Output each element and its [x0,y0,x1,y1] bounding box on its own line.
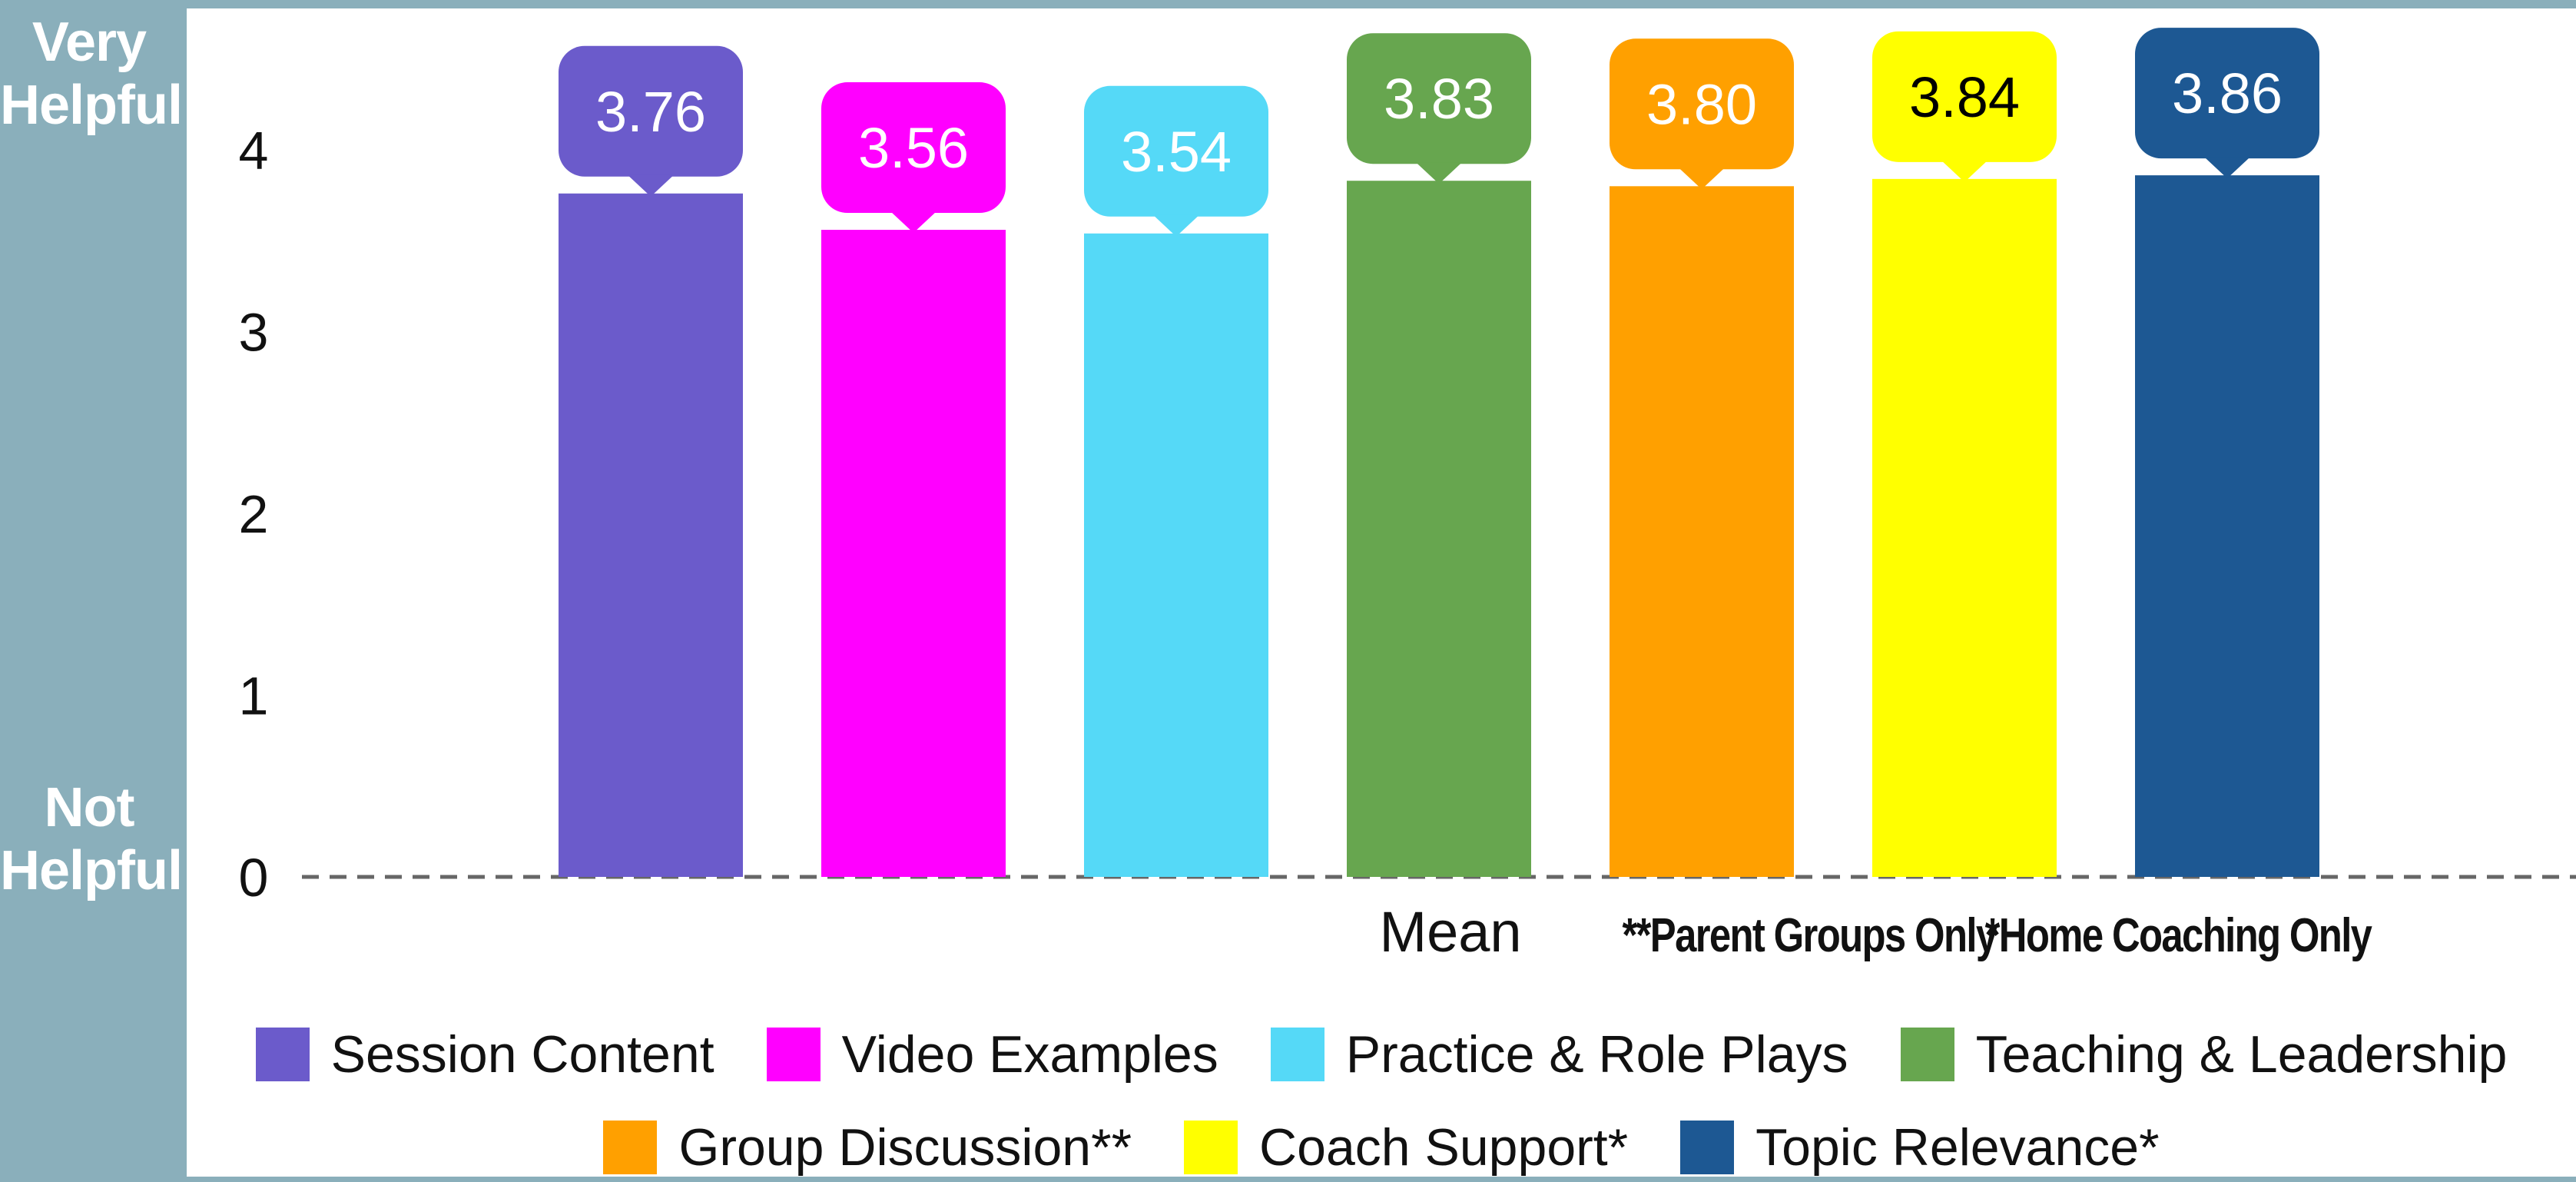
legend-swatch [1900,1028,1954,1081]
bar [559,193,743,877]
data-label-bubble [559,45,743,177]
legend-swatch [603,1121,658,1174]
bar [1084,233,1268,877]
y-axis-top-label: Very Helpful [0,12,183,136]
y-axis-bottom-label: Not Helpful [0,777,183,901]
data-label: 3.80 [1646,72,1757,136]
legend-row-1: Session Content Video Examples Practice & … [187,1020,2576,1089]
data-label-bubble [2135,28,2319,159]
data-label-bubble [1347,33,1531,164]
bar [1872,178,2057,878]
data-label-pointer [890,211,937,234]
bar [1347,181,1531,877]
legend-label: Group Discussion** [678,1118,1132,1177]
y-tick-label: 0 [239,848,269,908]
x-annotation: *Home Coaching Only [1985,909,2373,962]
legend-item: Topic Relevance* [1680,1117,2160,1177]
legend-item: Teaching & Leadership [1900,1024,2508,1084]
legend-label: Coach Support* [1259,1118,1629,1177]
data-label: 3.54 [1121,120,1232,184]
y-tick-label: 4 [239,121,269,181]
data-label: 3.76 [595,80,706,144]
data-label-bubble [1084,85,1268,217]
data-label-bubble [1610,38,1794,170]
legend-swatch [255,1028,310,1081]
data-label-pointer [1941,160,1988,182]
y-tick-label: 2 [239,484,269,544]
x-annotation: **Parent Groups Only [1623,909,1998,962]
data-label-pointer [628,174,674,197]
data-label: 3.83 [1384,67,1494,131]
x-annotation: Mean [1379,900,1521,964]
bar [1610,186,1794,878]
legend-label: Teaching & Leadership [1975,1025,2508,1084]
legend-label: Topic Relevance* [1755,1118,2160,1177]
data-label: 3.56 [858,116,969,180]
y-tick-label: 3 [239,303,269,363]
legend-swatch [1680,1121,1735,1174]
legend-label: Practice & Role Plays [1345,1025,1848,1084]
data-label-pointer [1416,162,1462,184]
legend-swatch [766,1028,821,1081]
legend-item: Practice & Role Plays [1270,1024,1848,1084]
bar [821,230,1006,877]
legend-item: Coach Support* [1184,1117,1628,1177]
data-label: 3.84 [1909,65,2020,129]
data-label-bubble [821,82,1006,214]
bar [2135,175,2319,878]
data-label-pointer [1679,168,1725,190]
legend-swatch [1184,1121,1238,1174]
legend-swatch [1270,1028,1324,1081]
legend-label: Video Examples [841,1025,1218,1084]
y-tick-label: 1 [239,666,269,726]
data-label-bubble [1872,31,2057,162]
legend-row-2: Group Discussion** Coach Support* Topic Re… [187,1113,2576,1182]
legend-item: Video Examples [766,1024,1218,1084]
legend-item: Group Discussion** [603,1117,1132,1177]
legend-item: Session Content [255,1024,714,1084]
data-label-pointer [1153,214,1199,237]
data-label-pointer [2204,157,2250,179]
data-label: 3.86 [2172,61,2283,125]
legend-label: Session Content [330,1025,714,1084]
